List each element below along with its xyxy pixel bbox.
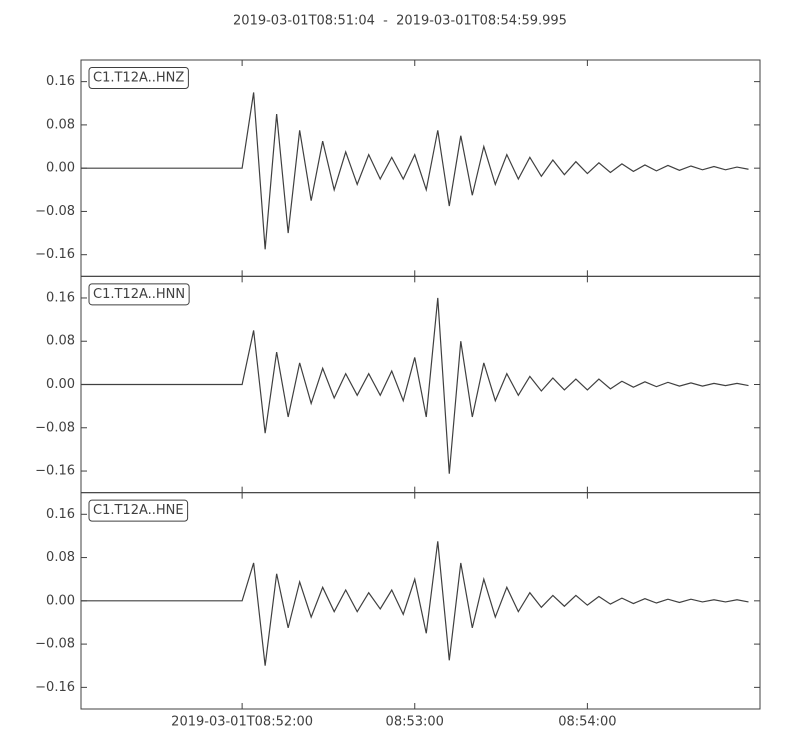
y-tick-label: 0.08 — [46, 550, 75, 565]
y-tick-label: 0.16 — [46, 290, 75, 305]
trace — [81, 297, 749, 474]
y-tick-label: −0.08 — [35, 420, 75, 435]
y-tick-label: 0.08 — [46, 334, 75, 349]
legend-box — [88, 283, 190, 306]
legend-box — [88, 67, 189, 89]
y-tick-label: 0.00 — [46, 593, 75, 608]
trace — [81, 92, 749, 250]
y-tick-label: 0.16 — [46, 74, 75, 89]
y-tick-label: −0.16 — [35, 464, 75, 479]
x-tick-label: 08:53:00 — [386, 715, 444, 730]
y-tick-label: 0.08 — [46, 117, 75, 132]
y-tick-label: 0.16 — [46, 507, 75, 522]
legend-box — [88, 499, 189, 522]
trace — [81, 541, 749, 666]
y-tick-label: 0.00 — [46, 161, 75, 176]
legend-label: C1.T12A..HNZ — [93, 71, 184, 86]
y-tick-label: 0.00 — [46, 377, 75, 392]
legend-label: C1.T12A..HNE — [93, 503, 184, 518]
x-tick-label: 08:54:00 — [558, 715, 616, 730]
y-tick-label: −0.16 — [35, 680, 75, 695]
x-tick-label: 2019-03-01T08:52:00 — [171, 715, 313, 730]
chart-title: 2019-03-01T08:51:04 - 2019-03-01T08:54:5… — [233, 14, 567, 29]
y-tick-label: −0.08 — [35, 204, 75, 219]
y-tick-label: −0.08 — [35, 637, 75, 652]
legend-label: C1.T12A..HNN — [93, 287, 185, 302]
y-tick-label: −0.16 — [35, 247, 75, 262]
